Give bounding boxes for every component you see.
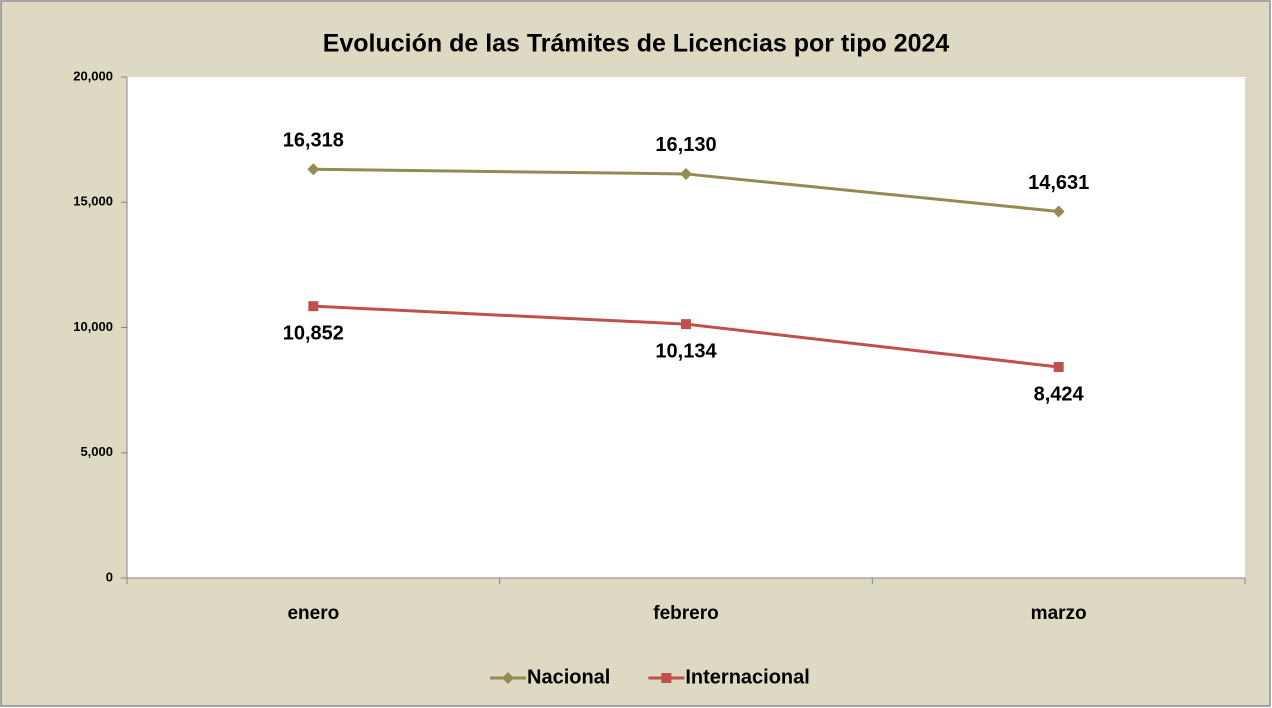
data-label: 16,318 xyxy=(283,130,344,152)
y-tick-label: 10,000 xyxy=(73,319,113,334)
legend-marker xyxy=(502,672,514,684)
data-point xyxy=(681,319,691,330)
legend-label: Internacional xyxy=(685,666,809,688)
data-point xyxy=(1053,361,1064,372)
data-label: 10,134 xyxy=(655,340,717,362)
data-point xyxy=(307,163,320,176)
y-tick-label: 20,000 xyxy=(73,68,113,83)
y-tick-label: 0 xyxy=(106,569,113,584)
y-tick-label: 15,000 xyxy=(73,194,113,209)
x-tick-label: enero xyxy=(287,603,339,624)
data-point xyxy=(680,167,692,180)
data-point xyxy=(308,301,319,312)
data-label: 10,852 xyxy=(283,322,344,344)
legend-label: Nacional xyxy=(527,666,610,688)
x-tick-label: febrero xyxy=(653,603,718,624)
chart-title: Evolución de las Trámites de Licencias p… xyxy=(323,30,950,58)
x-tick-label: marzo xyxy=(1031,603,1087,624)
data-label: 16,130 xyxy=(655,134,716,156)
data-label: 8,424 xyxy=(1034,383,1085,405)
data-point xyxy=(1052,205,1065,218)
data-label: 14,631 xyxy=(1028,172,1089,194)
y-tick-label: 5,000 xyxy=(80,444,113,459)
legend-marker xyxy=(661,673,672,683)
